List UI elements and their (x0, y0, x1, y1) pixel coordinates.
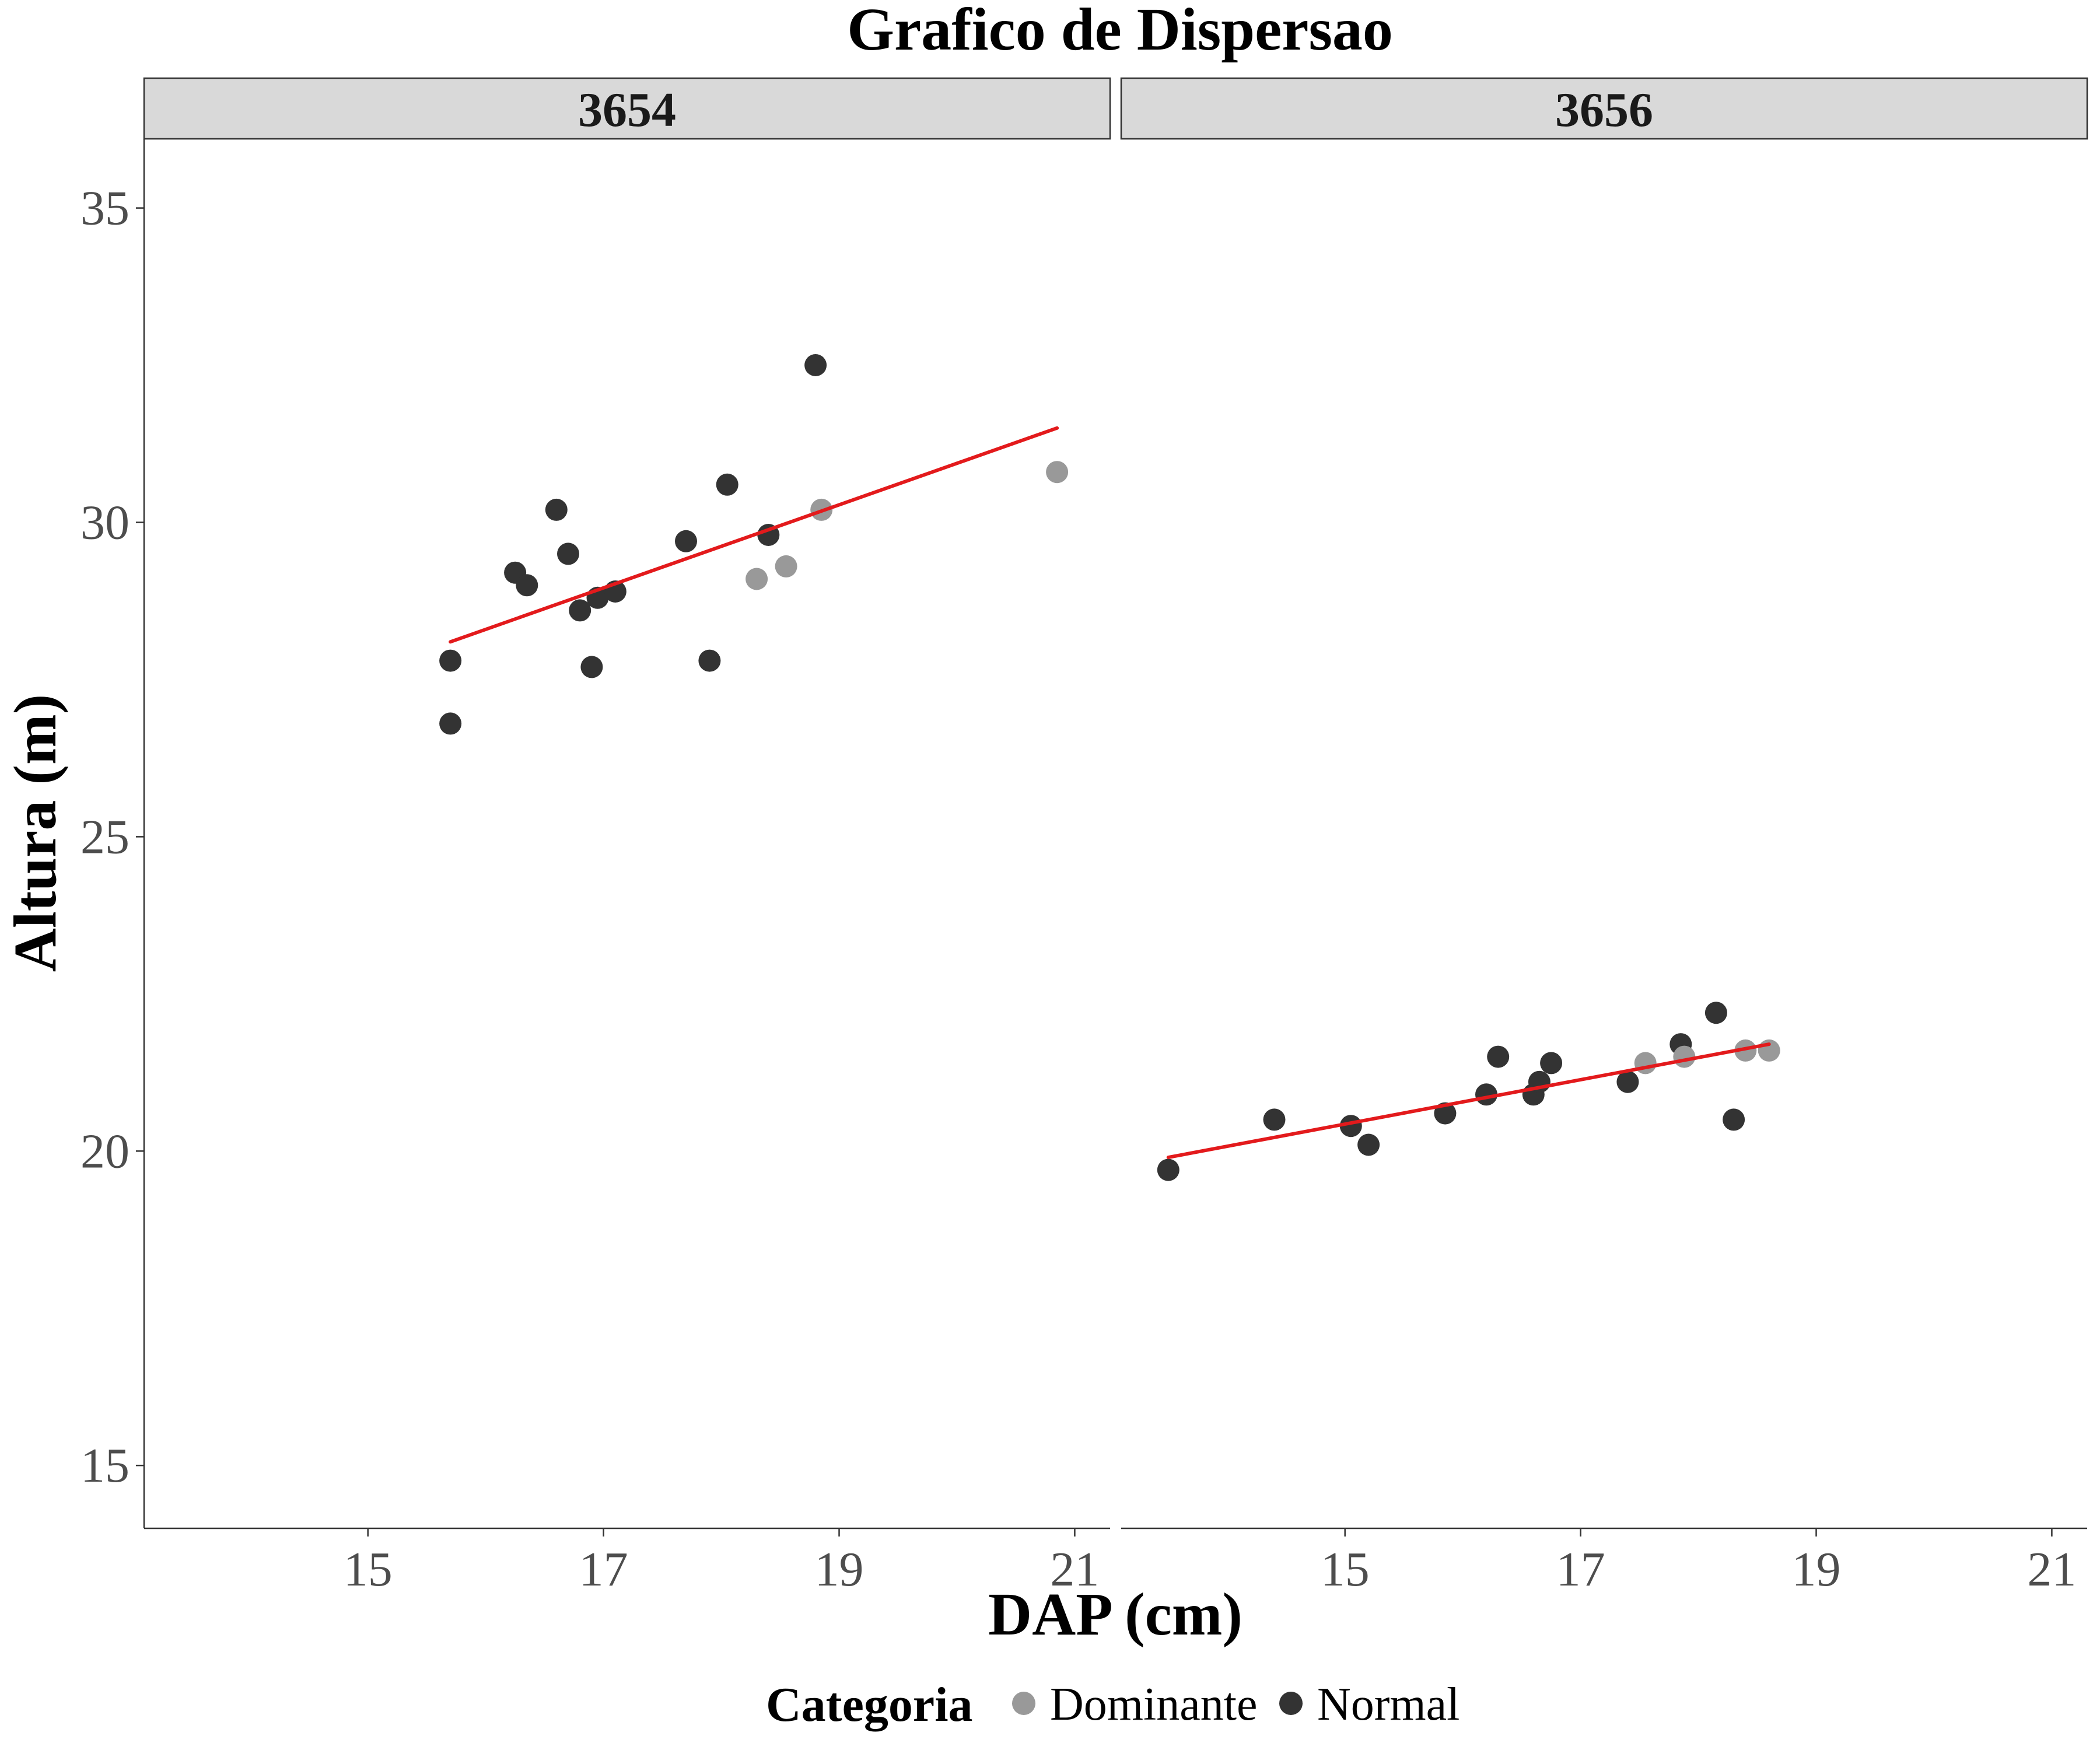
x-tick-label: 19 (1792, 1542, 1841, 1597)
facet-strip-3654 (143, 77, 1111, 140)
data-point-3656-15 (1723, 1108, 1745, 1131)
facet-strip-label-3654: 3654 (578, 83, 676, 137)
legend-key-normal (1279, 1692, 1303, 1715)
x-tick-label: 15 (344, 1542, 393, 1597)
data-point-3656-1 (1263, 1108, 1286, 1131)
data-point-3654-4 (545, 498, 568, 521)
legend-title: Categoria (766, 1678, 973, 1732)
data-point-3654-7 (580, 656, 603, 678)
x-tick-label: 21 (2027, 1542, 2076, 1597)
y-tick-label: 30 (80, 496, 130, 550)
facet-panel-3656: 3656 (1120, 77, 2088, 1530)
data-point-3654-18 (1046, 461, 1069, 484)
chart-title: Grafico de Dispersao (847, 0, 1393, 63)
panel-marks-3656 (1157, 1002, 1780, 1181)
data-point-3654-5 (557, 542, 579, 565)
y-tick-label: 25 (80, 810, 130, 864)
x-tick-label: 21 (1050, 1542, 1099, 1597)
data-point-3654-0 (439, 649, 462, 672)
data-point-3654-15 (775, 555, 797, 578)
facet-panel-3654: 3654 (143, 77, 1111, 1530)
x-tick-label: 17 (1556, 1542, 1605, 1597)
y-tick-label: 15 (80, 1438, 130, 1493)
data-point-3656-13 (1673, 1045, 1696, 1068)
x-axis-title: DAP (cm) (988, 1581, 1242, 1648)
fit-line-3654 (449, 426, 1059, 644)
data-point-3654-11 (698, 649, 721, 672)
data-point-3656-11 (1634, 1052, 1657, 1074)
x-tick-label: 15 (1321, 1542, 1370, 1597)
x-tick-group: 15 17 19 21 15 17 19 21 (344, 1528, 2076, 1597)
y-axis-title: Altura (m) (2, 694, 69, 972)
y-tick-group: 15 20 25 30 35 (80, 181, 144, 1493)
legend-label-dominante: Dominante (1050, 1679, 1257, 1730)
data-point-3654-13 (746, 568, 768, 590)
data-point-3656-6 (1487, 1045, 1510, 1068)
x-tick-label: 19 (815, 1542, 864, 1597)
legend-key-dominante (1012, 1692, 1035, 1715)
facet-strip-3656 (1120, 77, 2088, 140)
data-point-3656-16 (1734, 1039, 1757, 1062)
data-point-3654-6 (569, 599, 592, 622)
y-tick-label: 20 (80, 1124, 130, 1178)
data-point-3656-0 (1157, 1158, 1180, 1181)
data-point-3656-14 (1704, 1002, 1727, 1024)
data-point-3654-1 (439, 712, 462, 735)
data-point-3654-10 (675, 530, 697, 552)
data-point-3656-10 (1616, 1070, 1639, 1093)
data-point-3654-16 (804, 354, 827, 376)
fit-line-3656 (1166, 1042, 1771, 1160)
data-point-3656-9 (1540, 1052, 1563, 1074)
panel-marks-3654 (439, 354, 1069, 735)
y-tick-label: 35 (80, 181, 130, 236)
x-tick-label: 17 (579, 1542, 628, 1597)
facet-strip-label-3656: 3656 (1555, 83, 1653, 137)
data-point-3654-3 (516, 574, 538, 597)
data-point-3654-12 (716, 473, 738, 496)
data-point-3656-3 (1357, 1133, 1380, 1156)
legend-label-normal: Normal (1317, 1679, 1460, 1730)
legend: Categoria Dominante Normal (766, 1678, 1460, 1732)
